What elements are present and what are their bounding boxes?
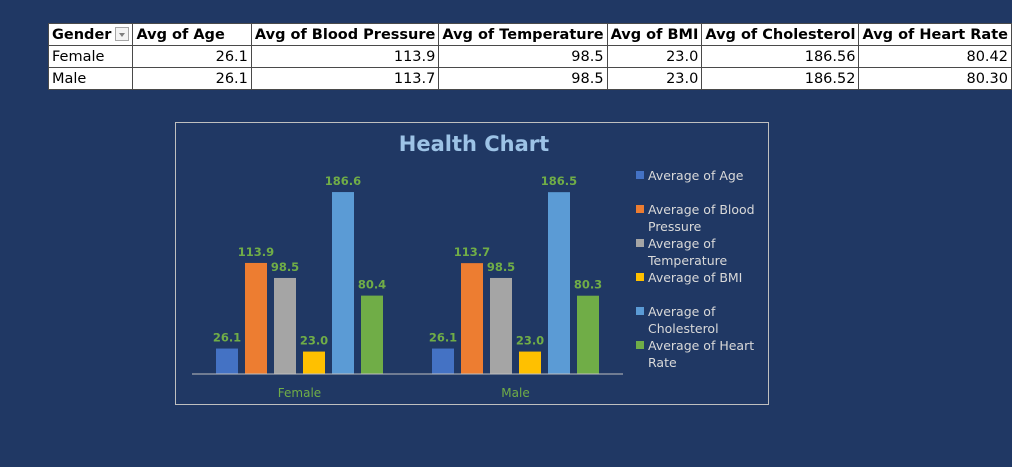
chart-bar	[303, 351, 325, 374]
heart-rate-header[interactable]: Avg of Heart Rate	[858, 23, 1012, 46]
gender-cell[interactable]: Male	[47, 67, 134, 90]
gender-cell[interactable]: Female	[47, 45, 134, 68]
age-cell[interactable]: 26.1	[132, 67, 252, 90]
legend-label: Average of Temperature	[648, 236, 728, 268]
legend-label: Average of Heart Rate	[648, 338, 755, 370]
chart-bar	[361, 295, 383, 374]
chart-bar	[332, 192, 354, 374]
legend-label: Average of Cholesterol	[648, 304, 719, 336]
blood-pressure-header[interactable]: Avg of Blood Pressure	[250, 23, 440, 46]
legend-swatch	[636, 205, 644, 213]
category-label: Male	[501, 386, 529, 400]
legend-label: Average of Blood Pressure	[648, 202, 755, 234]
legend-label: Average of BMI	[648, 270, 743, 285]
legend-label: Average of Age	[648, 168, 744, 183]
data-label: 26.1	[429, 331, 457, 345]
bmi-cell[interactable]: 23.0	[606, 67, 703, 90]
filter-dropdown-icon[interactable]	[115, 26, 130, 41]
data-label: 186.6	[325, 174, 361, 188]
age-cell[interactable]: 26.1	[132, 45, 252, 68]
temperature-cell[interactable]: 98.5	[438, 45, 608, 68]
chart-bar	[490, 277, 512, 374]
chart-bar	[461, 263, 483, 374]
chart-bar	[274, 277, 296, 374]
pivot-header-row: Gender Avg of Age Avg of Blood Pressure …	[47, 23, 1012, 46]
data-label: 23.0	[300, 334, 328, 348]
heart-rate-cell[interactable]: 80.30	[858, 67, 1012, 90]
data-label: 80.3	[574, 278, 602, 292]
cholesterol-cell[interactable]: 186.52	[701, 67, 860, 90]
data-label: 98.5	[487, 260, 515, 274]
cholesterol-cell[interactable]: 186.56	[701, 45, 860, 68]
chart-bar	[519, 351, 541, 374]
data-label: 98.5	[271, 260, 299, 274]
bmi-cell[interactable]: 23.0	[606, 45, 703, 68]
data-label: 26.1	[213, 331, 241, 345]
cholesterol-header[interactable]: Avg of Cholesterol	[701, 23, 860, 46]
data-label: 80.4	[358, 278, 386, 292]
chart-bar	[216, 348, 238, 374]
age-header[interactable]: Avg of Age	[132, 23, 252, 46]
temperature-cell[interactable]: 98.5	[438, 67, 608, 90]
bmi-header[interactable]: Avg of BMI	[606, 23, 703, 46]
gender-header[interactable]: Gender	[47, 23, 134, 46]
table-row: Female 26.1 113.9 98.5 23.0 186.56 80.42	[47, 45, 1012, 68]
chart-bar	[432, 348, 454, 374]
legend-swatch	[636, 273, 644, 281]
data-label: 113.9	[238, 245, 274, 259]
category-label: Female	[278, 386, 321, 400]
blood-pressure-cell[interactable]: 113.7	[250, 67, 440, 90]
chart-plot-area: Health Chart26.1113.998.523.0186.680.4Fe…	[192, 132, 623, 400]
table-row: Male 26.1 113.7 98.5 23.0 186.52 80.30	[47, 67, 1012, 90]
blood-pressure-cell[interactable]: 113.9	[250, 45, 440, 68]
pivot-table: Gender Avg of Age Avg of Blood Pressure …	[47, 23, 1012, 90]
heart-rate-cell[interactable]: 80.42	[858, 45, 1012, 68]
data-label: 113.7	[454, 245, 490, 259]
legend-swatch	[636, 341, 644, 349]
legend-swatch	[636, 171, 644, 179]
chart-title: Health Chart	[399, 132, 549, 156]
chart-bar	[548, 192, 570, 374]
data-label: 23.0	[516, 334, 544, 348]
temperature-header[interactable]: Avg of Temperature	[438, 23, 608, 46]
chart-bar	[245, 262, 267, 374]
data-label: 186.5	[541, 174, 577, 188]
legend-swatch	[636, 307, 644, 315]
chart-bar	[577, 295, 599, 374]
gender-header-label: Gender	[52, 26, 112, 43]
legend-swatch	[636, 239, 644, 247]
health-chart[interactable]: Health Chart 26.1 113.9 98.5 23.0 186.6 80.4 Fe…	[175, 122, 769, 405]
